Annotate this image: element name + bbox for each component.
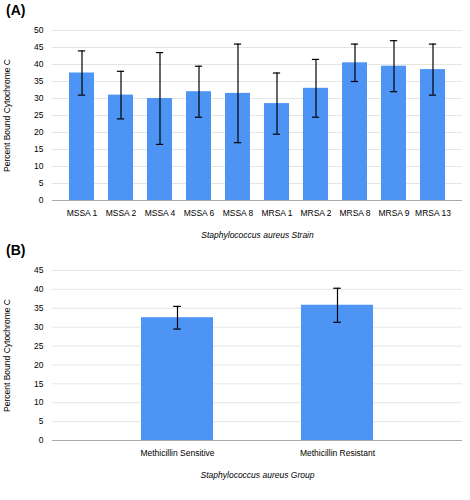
svg-text:Staphylococcus aureus Strain: Staphylococcus aureus Strain: [201, 230, 314, 240]
svg-text:MSSA 2: MSSA 2: [106, 208, 137, 218]
svg-text:Staphylococcus aureus Group: Staphylococcus aureus Group: [201, 470, 315, 480]
svg-text:Methicillin Sensitive: Methicillin Sensitive: [140, 448, 214, 458]
svg-text:5: 5: [39, 416, 44, 426]
svg-text:25: 25: [34, 341, 44, 351]
svg-text:5: 5: [39, 178, 44, 188]
svg-text:10: 10: [34, 397, 44, 407]
svg-text:MRSA 9: MRSA 9: [378, 208, 409, 218]
svg-text:Percent Bound Cytochrome C: Percent Bound Cytochrome C: [2, 299, 12, 412]
svg-text:40: 40: [34, 284, 44, 294]
svg-text:MRSA 1: MRSA 1: [261, 208, 292, 218]
svg-text:MSSA 6: MSSA 6: [184, 208, 215, 218]
svg-text:MSSA 1: MSSA 1: [67, 208, 98, 218]
svg-text:Percent Bound Cytochrome C: Percent Bound Cytochrome C: [2, 59, 12, 172]
svg-text:0: 0: [39, 435, 44, 445]
svg-text:MRSA 2: MRSA 2: [300, 208, 331, 218]
svg-text:15: 15: [34, 144, 44, 154]
html-text:(A): (A): [6, 2, 26, 18]
svg-text:40: 40: [34, 59, 44, 69]
svg-text:MRSA 8: MRSA 8: [339, 208, 370, 218]
svg-text:25: 25: [34, 110, 44, 120]
svg-text:35: 35: [34, 303, 44, 313]
svg-text:0: 0: [39, 195, 44, 205]
svg-text:Methicillin Resistant: Methicillin Resistant: [300, 448, 376, 458]
svg-text:MRSA 13: MRSA 13: [415, 208, 451, 218]
svg-text:10: 10: [34, 161, 44, 171]
html-text:(B): (B): [6, 242, 26, 258]
svg-text:50: 50: [34, 25, 44, 35]
svg-text:45: 45: [34, 42, 44, 52]
svg-text:35: 35: [34, 76, 44, 86]
svg-text:15: 15: [34, 379, 44, 389]
svg-text:20: 20: [34, 360, 44, 370]
svg-text:30: 30: [34, 322, 44, 332]
svg-text:MSSA 4: MSSA 4: [145, 208, 176, 218]
svg-text:45: 45: [34, 265, 44, 275]
svg-text:30: 30: [34, 93, 44, 103]
svg-text:20: 20: [34, 127, 44, 137]
svg-text:MSSA 8: MSSA 8: [223, 208, 254, 218]
